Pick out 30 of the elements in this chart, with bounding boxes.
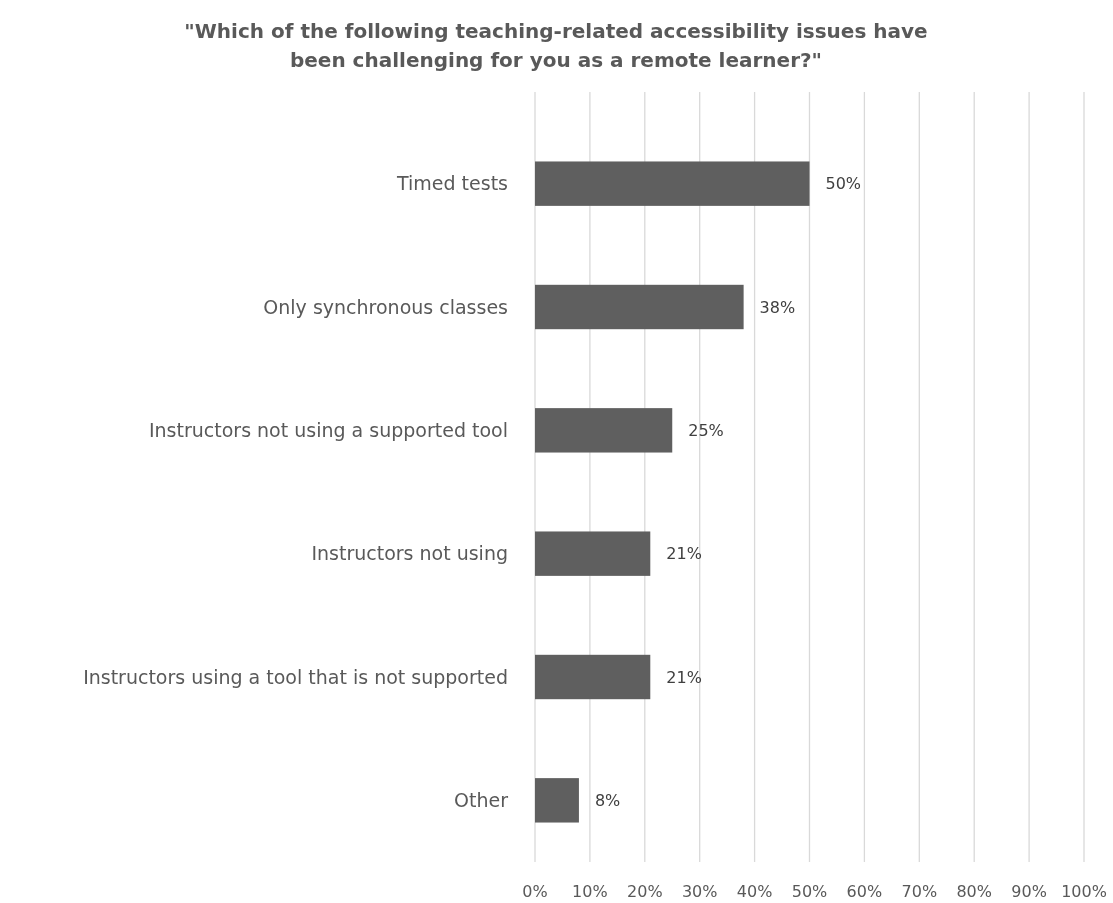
y-tick-label: Only synchronous classes [263,295,508,318]
x-tick-label: 70% [901,881,938,901]
bar [535,531,651,576]
y-tick-label: Instructors using a tool that is not supported [83,665,508,688]
bar [535,161,810,206]
bar [535,284,744,330]
bar [535,654,651,700]
x-tick-label: 90% [1011,881,1047,901]
data-label: 8% [594,790,621,810]
data-label: 38% [759,297,796,317]
x-tick-label: 10% [572,881,608,901]
x-tick-label: 40% [736,881,773,901]
y-tick-label: Instructors not using [311,542,508,565]
y-tick-label: Instructors not using a supported tool [148,418,508,441]
x-tick-label: 30% [681,881,718,901]
x-tick-label: 60% [846,881,883,901]
x-tick-label: 0% [522,881,548,901]
bar [535,408,673,453]
chart-title: "Which of the following teaching-related accessibility issues have been challenging for you as a remote learner?" [184,19,928,72]
bar [535,778,579,823]
data-label: 50% [825,174,862,194]
x-tick-label: 100% [1061,881,1107,901]
x-tick-label: 80% [956,881,992,901]
data-label: 21% [666,544,702,564]
y-tick-label: Other [454,788,509,811]
x-tick-label: 50% [791,881,828,901]
data-label: 21% [666,667,702,687]
data-label: 25% [688,420,724,440]
x-tick-label: 20% [627,881,663,901]
y-tick-label: Timed tests [396,172,508,195]
